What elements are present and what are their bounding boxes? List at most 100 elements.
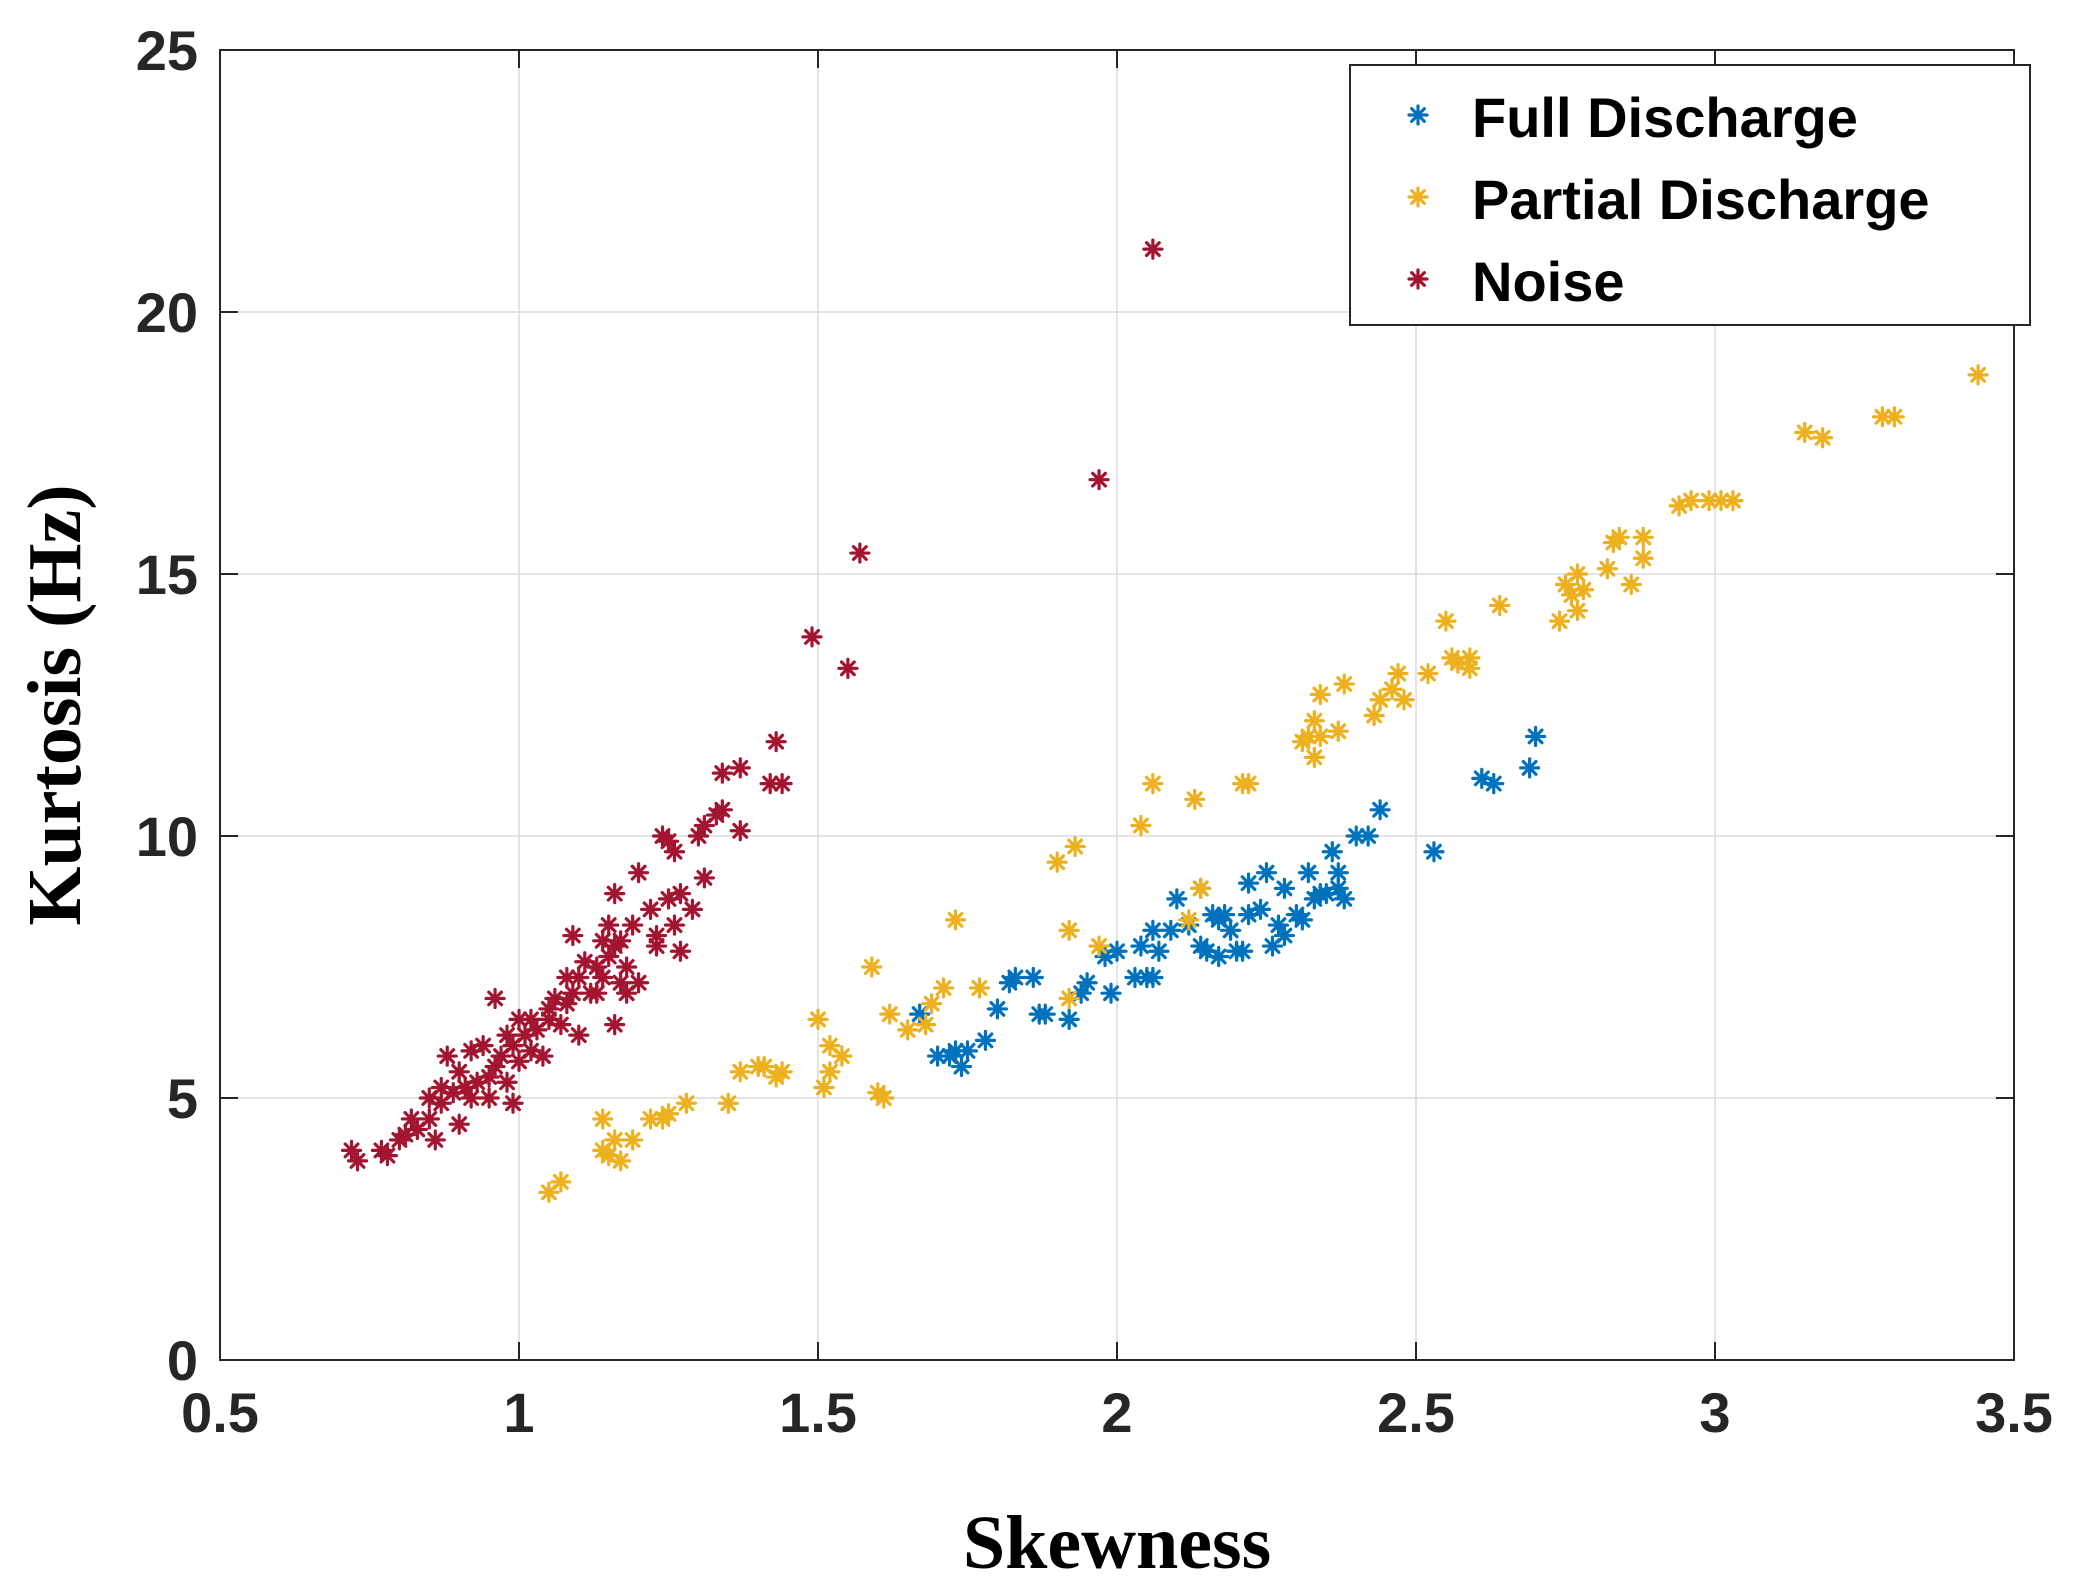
data-point: [729, 1061, 751, 1083]
x-tick-label: 2: [1101, 1381, 1132, 1444]
data-point: [986, 998, 1009, 1020]
data-point: [956, 1040, 979, 1062]
data-point: [897, 1019, 919, 1041]
data-point: [418, 1108, 440, 1130]
legend-item: Noise: [1407, 250, 1625, 313]
data-point: [1142, 772, 1164, 795]
data-point: [1524, 725, 1547, 748]
data-point: [586, 982, 608, 1004]
data-point: [765, 731, 787, 753]
data-point: [1237, 872, 1260, 894]
legend-item: Partial Discharge: [1407, 168, 1930, 231]
data-point: [645, 935, 668, 957]
data-point: [657, 1103, 680, 1125]
data-point: [717, 1092, 739, 1114]
data-point: [1231, 940, 1254, 962]
data-point: [879, 1003, 901, 1025]
data-point: [1357, 825, 1379, 847]
data-point: [406, 1118, 428, 1141]
data-point: [729, 757, 751, 779]
data-point: [711, 762, 733, 784]
data-point: [610, 930, 632, 952]
data-point: [669, 940, 692, 962]
data-point: [616, 956, 638, 978]
data-point: [1058, 987, 1080, 1010]
data-point: [1184, 788, 1206, 810]
data-point: [622, 914, 644, 936]
data-point: [819, 1061, 841, 1083]
axis-ticks: 0.5 1 1.5 2 2.5 3 3.5 0 5 10 15 20 25: [136, 19, 2053, 1444]
data-point: [1483, 772, 1505, 795]
data-point: [1064, 835, 1086, 858]
data-point: [1214, 903, 1236, 926]
data-point: [627, 972, 650, 994]
legend-label: Partial Discharge: [1472, 168, 1930, 231]
x-tick-label: 0.5: [181, 1381, 259, 1444]
data-point: [1333, 673, 1355, 695]
x-tick-label: 2.5: [1377, 1381, 1455, 1444]
legend: Full Discharge Partial Discharge Noise: [1349, 64, 2031, 326]
data-point: [376, 1145, 399, 1167]
data-point: [1566, 600, 1589, 622]
data-point: [472, 1034, 494, 1057]
data-point: [1333, 888, 1355, 910]
series-noise: [340, 238, 1164, 1172]
data-point: [1166, 888, 1188, 910]
data-point: [1160, 919, 1182, 941]
data-point: [1004, 966, 1026, 989]
data-point: [538, 1181, 560, 1203]
data-point: [1130, 935, 1152, 957]
data-point: [1883, 406, 1906, 428]
data-point: [448, 1061, 470, 1083]
data-point: [1130, 814, 1152, 837]
data-point: [1327, 720, 1349, 742]
data-point: [1309, 725, 1331, 748]
data-point: [1046, 851, 1068, 873]
data-point: [1208, 945, 1230, 968]
data-point: [1596, 558, 1618, 580]
data-point: [424, 1129, 446, 1151]
data-point: [1812, 427, 1834, 449]
data-point: [1519, 757, 1541, 779]
legend-label: Full Discharge: [1472, 86, 1858, 149]
data-point: [562, 982, 584, 1004]
data-point: [1459, 657, 1481, 679]
data-point: [861, 956, 883, 978]
data-point: [598, 914, 620, 936]
data-point: [1321, 841, 1343, 863]
data-point: [556, 966, 578, 989]
x-tick-label: 3: [1699, 1381, 1730, 1444]
data-point: [759, 772, 781, 795]
data-point: [663, 914, 686, 936]
data-point: [681, 898, 704, 920]
y-tick-label: 15: [136, 543, 198, 606]
data-point: [813, 1076, 835, 1099]
data-point: [1088, 469, 1110, 491]
data-point: [1967, 364, 1989, 386]
x-tick-label: 1: [503, 1381, 534, 1444]
data-point: [1142, 919, 1164, 941]
legend-marker: [1407, 104, 1429, 126]
data-point: [550, 1171, 572, 1193]
data-point: [484, 987, 506, 1010]
data-point: [1058, 919, 1080, 941]
data-point: [807, 1008, 829, 1031]
data-point: [1237, 772, 1260, 795]
data-point: [1100, 982, 1122, 1004]
data-point: [448, 1113, 470, 1135]
data-point: [592, 930, 614, 952]
x-tick-label: 1.5: [779, 1381, 857, 1444]
data-point: [622, 1129, 644, 1151]
data-point: [627, 862, 650, 884]
data-point: [849, 542, 871, 564]
data-point: [592, 1108, 614, 1130]
data-point: [1369, 799, 1391, 821]
data-point: [1303, 710, 1325, 732]
data-point: [532, 1045, 554, 1067]
data-point: [1076, 972, 1098, 994]
data-point: [1489, 594, 1511, 617]
data-point: [1273, 924, 1296, 947]
data-point: [675, 1092, 698, 1114]
data-point: [562, 924, 584, 947]
